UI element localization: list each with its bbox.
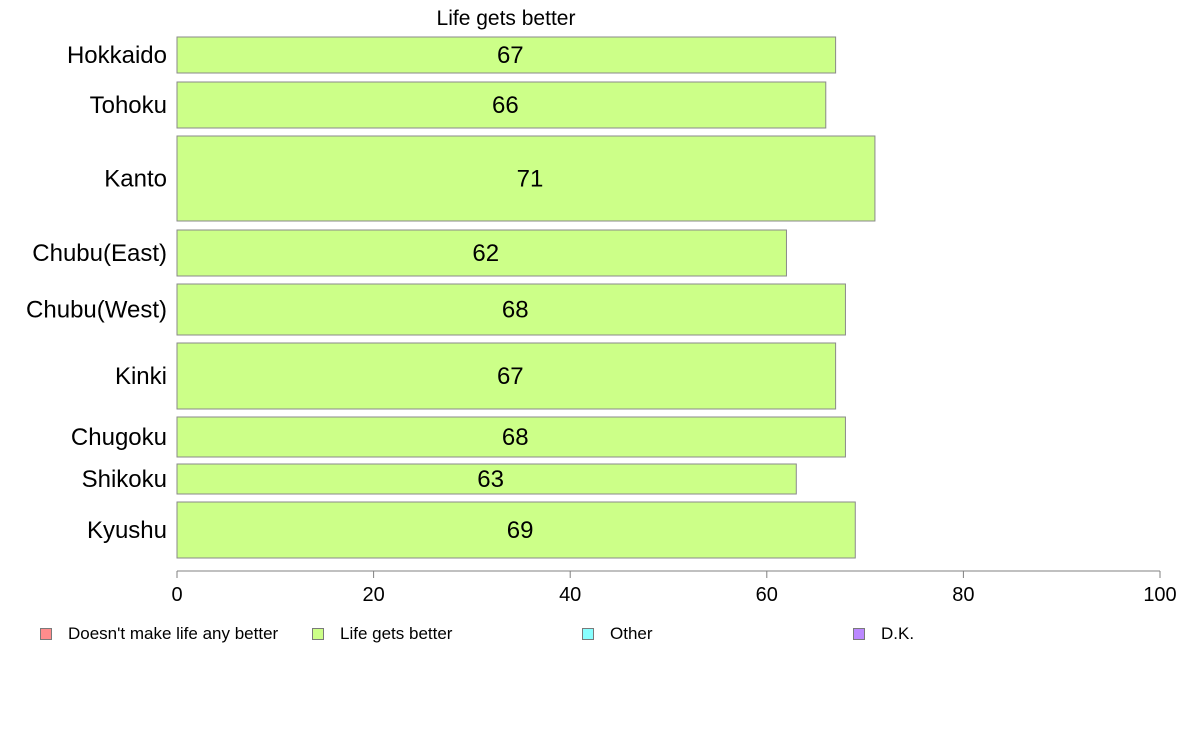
bar-chubu-east <box>176 229 787 277</box>
category-label: Shikoku <box>82 466 167 493</box>
bar-kinki <box>176 342 837 410</box>
legend-label: D.K. <box>881 624 915 643</box>
data-label: 67 <box>497 363 524 390</box>
legend-swatch <box>853 628 865 640</box>
legend-label: Doesn't make life any better <box>68 624 279 643</box>
bar-kyushu <box>176 501 856 559</box>
bar-kanto <box>176 135 876 222</box>
x-tick-label: 40 <box>559 584 581 606</box>
bars-group: Hokkaido 67 Tohoku 66 Kanto 71 Chubu(East) 62 Ch… <box>26 36 876 559</box>
data-label: 67 <box>497 42 524 69</box>
legend-swatch <box>582 628 594 640</box>
x-tick-label: 20 <box>362 584 384 606</box>
x-tick-label: 60 <box>756 584 778 606</box>
bar-chubu-west <box>176 283 846 336</box>
bar-shikoku <box>176 463 797 495</box>
x-tick-label: 80 <box>952 584 974 606</box>
bar-tohoku <box>176 81 827 129</box>
legend-label: Life gets better <box>340 624 453 643</box>
category-label: Hokkaido <box>67 42 167 69</box>
data-label: 66 <box>492 92 519 119</box>
bar-hokkaido <box>176 36 837 74</box>
category-label: Kanto <box>104 166 167 193</box>
legend-item-other: Other <box>582 624 653 644</box>
x-axis: 0 20 40 60 80 100 <box>171 570 1177 606</box>
data-label: 69 <box>507 517 534 544</box>
legend-swatch <box>312 628 324 640</box>
x-tick-label: 0 <box>171 584 182 606</box>
category-label: Chugoku <box>71 424 167 451</box>
legend: Doesn't make life any better Life gets b… <box>40 624 1140 646</box>
data-label: 62 <box>472 240 499 267</box>
category-label: Chubu(East) <box>32 240 167 267</box>
category-label: Kinki <box>115 363 167 390</box>
legend-label: Other <box>610 624 653 643</box>
legend-item-life-gets-better: Life gets better <box>312 624 452 644</box>
bar-chugoku <box>176 416 846 458</box>
legend-swatch <box>40 628 52 640</box>
category-label: Kyushu <box>87 517 167 544</box>
data-label: 71 <box>517 166 544 193</box>
x-tick-label: 100 <box>1143 584 1176 606</box>
data-label: 63 <box>477 466 504 493</box>
category-label: Tohoku <box>90 92 167 119</box>
category-label: Chubu(West) <box>26 297 167 324</box>
legend-item-doesnt-make-life-better: Doesn't make life any better <box>40 624 278 644</box>
chart-title: Life gets better <box>437 7 576 30</box>
data-label: 68 <box>502 424 529 451</box>
data-label: 68 <box>502 297 529 324</box>
legend-item-dk: D.K. <box>853 624 914 644</box>
